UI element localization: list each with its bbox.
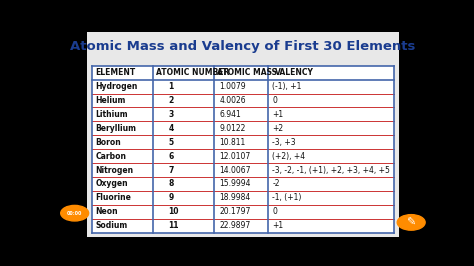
Text: ELEMENT: ELEMENT (95, 68, 136, 77)
Text: Helium: Helium (95, 96, 126, 105)
Text: VALENCY: VALENCY (275, 68, 314, 77)
Bar (399, 32, 427, 237)
Text: Nitrogen: Nitrogen (95, 165, 134, 174)
Text: 6: 6 (168, 152, 173, 161)
Text: 2: 2 (168, 96, 173, 105)
Text: 18.9984: 18.9984 (219, 193, 251, 202)
Text: 8: 8 (168, 180, 174, 188)
Text: 0: 0 (272, 207, 277, 216)
Text: Oxygen: Oxygen (95, 180, 128, 188)
Text: Carbon: Carbon (95, 152, 127, 161)
Text: 3: 3 (168, 110, 173, 119)
Text: +1: +1 (272, 110, 283, 119)
Text: 10: 10 (168, 207, 179, 216)
Text: 20.1797: 20.1797 (219, 207, 251, 216)
Text: 4.0026: 4.0026 (219, 96, 246, 105)
Text: (-1), +1: (-1), +1 (272, 82, 301, 91)
Text: 14.0067: 14.0067 (219, 165, 251, 174)
Text: 1.0079: 1.0079 (219, 82, 246, 91)
Text: 12.0107: 12.0107 (219, 152, 251, 161)
Text: 7: 7 (168, 165, 174, 174)
Circle shape (397, 215, 425, 230)
Circle shape (61, 205, 89, 221)
Text: 4: 4 (168, 124, 173, 133)
Text: 9.0122: 9.0122 (219, 124, 246, 133)
Text: ✎: ✎ (407, 217, 416, 227)
Text: 6.941: 6.941 (219, 110, 241, 119)
Text: -2: -2 (272, 180, 280, 188)
Text: -3, +3: -3, +3 (272, 138, 296, 147)
Text: 00:00: 00:00 (67, 211, 82, 216)
Text: Fluorine: Fluorine (95, 193, 131, 202)
Text: 10.811: 10.811 (219, 138, 246, 147)
Text: 9: 9 (168, 193, 173, 202)
Text: Neon: Neon (95, 207, 118, 216)
Text: 15.9994: 15.9994 (219, 180, 251, 188)
Text: 11: 11 (168, 221, 179, 230)
Text: 22.9897: 22.9897 (219, 221, 251, 230)
Text: 1: 1 (168, 82, 173, 91)
Text: +1: +1 (272, 221, 283, 230)
Text: 5: 5 (168, 138, 173, 147)
Text: Sodium: Sodium (95, 221, 128, 230)
Text: Hydrogen: Hydrogen (95, 82, 138, 91)
Text: Beryllium: Beryllium (95, 124, 137, 133)
Bar (87, 32, 399, 237)
Text: Lithium: Lithium (95, 110, 128, 119)
Bar (59, 32, 87, 237)
Text: +2: +2 (272, 124, 283, 133)
Bar (92, 66, 393, 233)
Text: Atomic Mass and Valency of First 30 Elements: Atomic Mass and Valency of First 30 Elem… (70, 40, 416, 53)
Text: -3, -2, -1, (+1), +2, +3, +4, +5: -3, -2, -1, (+1), +2, +3, +4, +5 (272, 165, 390, 174)
Text: 0: 0 (272, 96, 277, 105)
Text: ATOMIC NUMBER: ATOMIC NUMBER (156, 68, 229, 77)
Text: Boron: Boron (95, 138, 121, 147)
Text: -1, (+1): -1, (+1) (272, 193, 301, 202)
Text: ATOMIC MASS: ATOMIC MASS (217, 68, 277, 77)
Text: (+2), +4: (+2), +4 (272, 152, 305, 161)
